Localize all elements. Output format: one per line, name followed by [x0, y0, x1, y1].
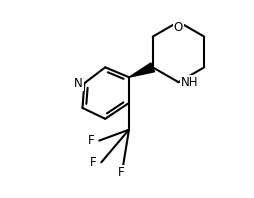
Polygon shape — [129, 63, 155, 77]
Text: F: F — [88, 134, 94, 147]
Text: O: O — [174, 21, 183, 34]
Text: N: N — [74, 77, 83, 90]
Text: F: F — [90, 156, 96, 169]
Text: NH: NH — [181, 76, 198, 89]
Text: F: F — [118, 166, 124, 179]
